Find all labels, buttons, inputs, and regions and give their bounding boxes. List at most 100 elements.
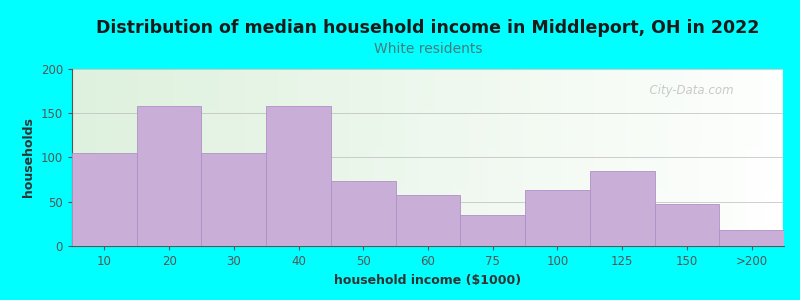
Bar — [511, 69, 514, 246]
Bar — [250, 69, 252, 246]
Bar — [283, 69, 286, 246]
Bar — [114, 69, 117, 246]
Bar — [202, 153, 266, 246]
Bar — [750, 69, 753, 246]
Bar — [464, 69, 466, 246]
Bar — [686, 69, 689, 246]
Bar — [72, 81, 784, 83]
Bar — [362, 69, 364, 246]
Bar — [241, 69, 243, 246]
Bar — [72, 101, 784, 103]
Bar — [202, 69, 205, 246]
Bar — [587, 69, 590, 246]
Bar — [72, 145, 784, 147]
Bar — [96, 69, 98, 246]
Bar — [257, 69, 259, 246]
Bar — [72, 92, 784, 94]
Bar — [266, 106, 331, 246]
Bar — [668, 69, 670, 246]
Bar — [107, 69, 110, 246]
Bar — [307, 69, 310, 246]
Bar — [150, 69, 153, 246]
Bar — [383, 69, 386, 246]
Bar — [779, 69, 782, 246]
Bar — [72, 170, 784, 172]
X-axis label: household income ($1000): household income ($1000) — [334, 274, 522, 286]
Bar — [767, 69, 770, 246]
Bar — [281, 69, 283, 246]
Text: City-Data.com: City-Data.com — [642, 84, 734, 97]
Bar — [646, 69, 649, 246]
Bar — [411, 69, 414, 246]
Bar — [399, 69, 402, 246]
Bar — [755, 69, 758, 246]
Bar — [430, 69, 433, 246]
Bar — [72, 230, 784, 232]
Bar — [94, 69, 96, 246]
Bar — [72, 211, 784, 212]
Bar — [364, 69, 366, 246]
Bar — [72, 209, 784, 211]
Bar — [438, 69, 440, 246]
Bar — [594, 69, 597, 246]
Bar — [466, 69, 468, 246]
Bar — [72, 218, 784, 219]
Bar — [224, 69, 226, 246]
Bar — [72, 88, 784, 90]
Bar — [212, 69, 214, 246]
Bar — [544, 69, 546, 246]
Bar — [445, 69, 447, 246]
Bar — [266, 69, 269, 246]
Bar — [72, 133, 784, 134]
Bar — [72, 184, 784, 186]
Bar — [330, 69, 333, 246]
Bar — [342, 69, 345, 246]
Bar — [753, 69, 755, 246]
Bar — [774, 69, 777, 246]
Bar — [72, 219, 784, 221]
Bar — [331, 182, 396, 246]
Bar — [72, 136, 784, 138]
Bar — [340, 69, 342, 246]
Bar — [300, 69, 302, 246]
Bar — [72, 108, 784, 109]
Bar — [72, 99, 784, 101]
Bar — [72, 175, 784, 177]
Bar — [193, 69, 195, 246]
Bar — [504, 69, 506, 246]
Bar — [470, 69, 473, 246]
Bar — [72, 148, 784, 150]
Bar — [72, 186, 784, 188]
Bar — [554, 69, 556, 246]
Bar — [72, 78, 784, 80]
Y-axis label: households: households — [22, 118, 35, 197]
Bar — [447, 69, 450, 246]
Bar — [72, 83, 784, 85]
Bar — [393, 69, 394, 246]
Bar — [487, 69, 490, 246]
Bar — [402, 69, 404, 246]
Bar — [243, 69, 246, 246]
Bar — [131, 69, 134, 246]
Bar — [350, 69, 352, 246]
Bar — [378, 69, 381, 246]
Bar — [72, 212, 784, 214]
Bar — [742, 69, 744, 246]
Bar — [72, 113, 784, 115]
Bar — [573, 69, 575, 246]
Bar — [205, 69, 207, 246]
Bar — [575, 69, 578, 246]
Bar — [312, 69, 314, 246]
Bar — [72, 122, 784, 124]
Bar — [122, 69, 124, 246]
Bar — [106, 69, 107, 246]
Bar — [656, 69, 658, 246]
Bar — [117, 69, 119, 246]
Bar — [190, 69, 193, 246]
Bar — [549, 69, 551, 246]
Bar — [286, 69, 288, 246]
Bar — [72, 203, 784, 205]
Bar — [72, 117, 784, 118]
Bar — [317, 69, 319, 246]
Bar — [188, 69, 190, 246]
